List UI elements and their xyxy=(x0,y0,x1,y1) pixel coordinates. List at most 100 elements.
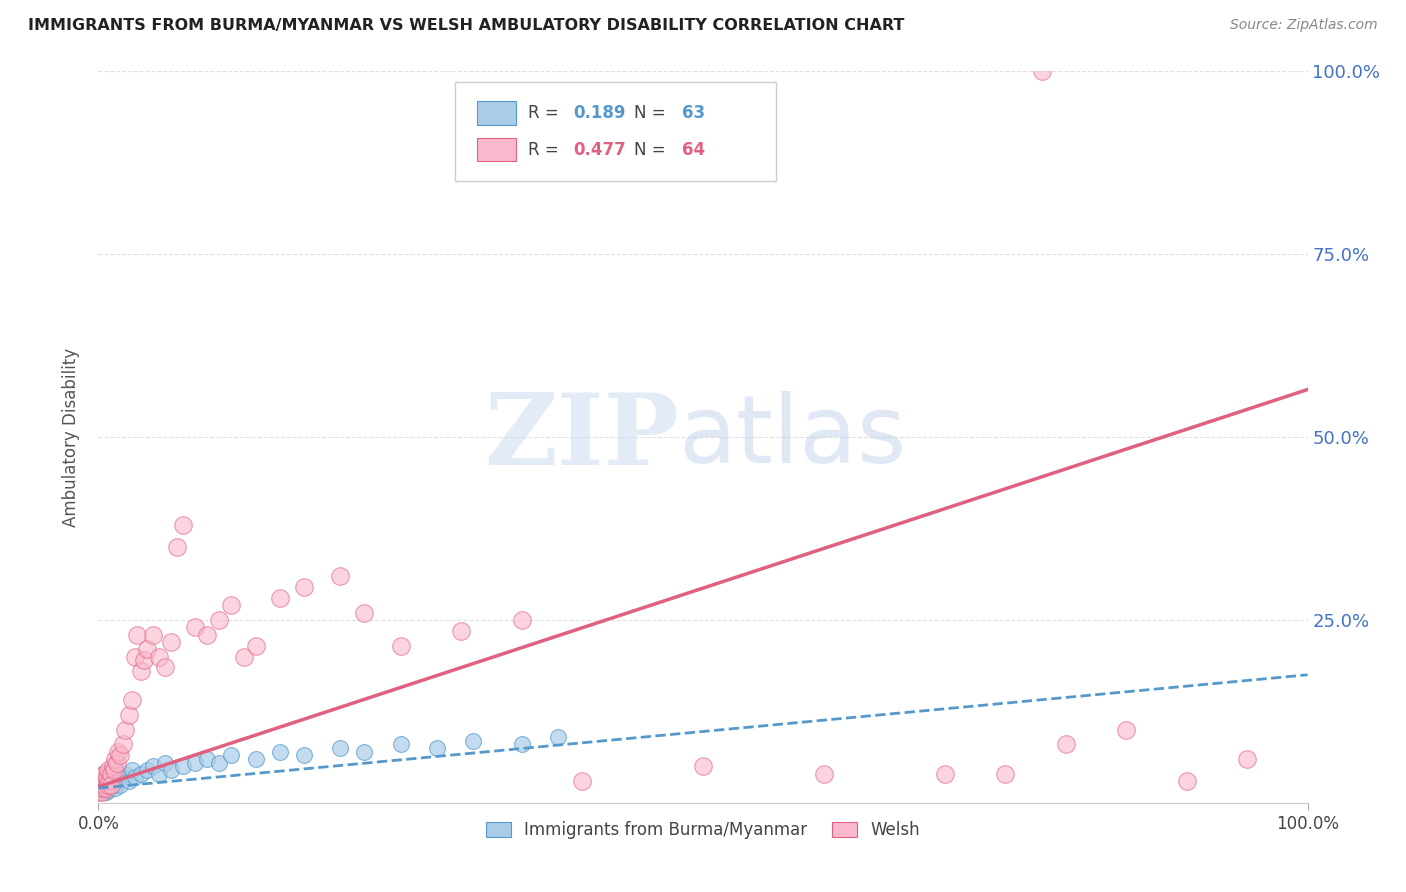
Point xyxy=(118,708,141,723)
Point xyxy=(91,775,114,789)
Y-axis label: Ambulatory Disability: Ambulatory Disability xyxy=(62,348,80,526)
Point xyxy=(142,759,165,773)
Point xyxy=(97,763,120,777)
Point xyxy=(91,780,114,794)
Point xyxy=(124,649,146,664)
Point xyxy=(94,785,117,799)
Text: 63: 63 xyxy=(682,104,706,122)
Text: Source: ZipAtlas.com: Source: ZipAtlas.com xyxy=(1230,18,1378,32)
Text: 0.477: 0.477 xyxy=(574,141,626,159)
Point xyxy=(91,773,114,788)
Point xyxy=(89,780,111,794)
Text: atlas: atlas xyxy=(679,391,907,483)
Point xyxy=(329,740,352,755)
Point xyxy=(160,763,183,777)
Point xyxy=(89,778,111,792)
Point xyxy=(195,627,218,641)
Point xyxy=(100,766,122,780)
Point xyxy=(127,627,149,641)
Point xyxy=(93,778,115,792)
Point xyxy=(90,770,112,784)
Point xyxy=(93,766,115,780)
Point xyxy=(389,737,412,751)
Point xyxy=(160,635,183,649)
Point xyxy=(114,723,136,737)
Point xyxy=(105,756,128,770)
Text: IMMIGRANTS FROM BURMA/MYANMAR VS WELSH AMBULATORY DISABILITY CORRELATION CHART: IMMIGRANTS FROM BURMA/MYANMAR VS WELSH A… xyxy=(28,18,904,33)
Point xyxy=(1054,737,1077,751)
Point xyxy=(91,781,114,796)
Point xyxy=(97,778,120,792)
Point xyxy=(1031,64,1053,78)
Point xyxy=(91,770,114,784)
Point xyxy=(94,778,117,792)
Point xyxy=(94,781,117,796)
Point xyxy=(813,766,835,780)
Point xyxy=(93,778,115,792)
Point xyxy=(94,770,117,784)
Point xyxy=(96,773,118,788)
Text: N =: N = xyxy=(634,141,671,159)
Point xyxy=(97,778,120,792)
FancyBboxPatch shape xyxy=(477,138,516,161)
Point xyxy=(90,773,112,788)
Point xyxy=(89,781,111,796)
Point xyxy=(108,778,131,792)
Point xyxy=(184,620,207,634)
Point xyxy=(107,745,129,759)
Point xyxy=(153,756,176,770)
Point xyxy=(142,627,165,641)
Point xyxy=(292,748,315,763)
Point xyxy=(510,737,533,751)
Point xyxy=(98,782,121,797)
Point xyxy=(195,752,218,766)
Point xyxy=(245,639,267,653)
Point xyxy=(269,591,291,605)
Point xyxy=(89,773,111,788)
Point xyxy=(245,752,267,766)
Text: 0.189: 0.189 xyxy=(574,104,626,122)
Point xyxy=(450,624,472,638)
Point xyxy=(124,770,146,784)
FancyBboxPatch shape xyxy=(456,82,776,181)
Point xyxy=(221,748,243,763)
Text: N =: N = xyxy=(634,104,671,122)
Point xyxy=(96,781,118,796)
Point xyxy=(994,766,1017,780)
Point xyxy=(1236,752,1258,766)
Point xyxy=(148,649,170,664)
Point xyxy=(353,745,375,759)
Point xyxy=(97,770,120,784)
Point xyxy=(114,766,136,780)
Point xyxy=(692,759,714,773)
Point xyxy=(172,517,194,532)
Point xyxy=(129,766,152,780)
Point xyxy=(135,763,157,777)
Point xyxy=(103,778,125,792)
FancyBboxPatch shape xyxy=(477,102,516,125)
Point xyxy=(91,781,114,796)
Point xyxy=(93,773,115,788)
Point xyxy=(547,730,569,744)
Point xyxy=(208,756,231,770)
Point xyxy=(91,778,114,792)
Point xyxy=(90,781,112,796)
Point xyxy=(353,606,375,620)
Text: ZIP: ZIP xyxy=(484,389,679,485)
Point xyxy=(934,766,956,780)
Text: 64: 64 xyxy=(682,141,706,159)
Point xyxy=(108,748,131,763)
Point xyxy=(100,778,122,792)
Point xyxy=(91,785,114,799)
Point xyxy=(129,664,152,678)
Point xyxy=(91,766,114,780)
Point xyxy=(172,759,194,773)
Point xyxy=(93,782,115,797)
Point xyxy=(329,569,352,583)
Point xyxy=(221,599,243,613)
Point xyxy=(118,773,141,788)
Point xyxy=(510,613,533,627)
Point xyxy=(1175,773,1198,788)
Point xyxy=(111,770,134,784)
Point xyxy=(166,540,188,554)
